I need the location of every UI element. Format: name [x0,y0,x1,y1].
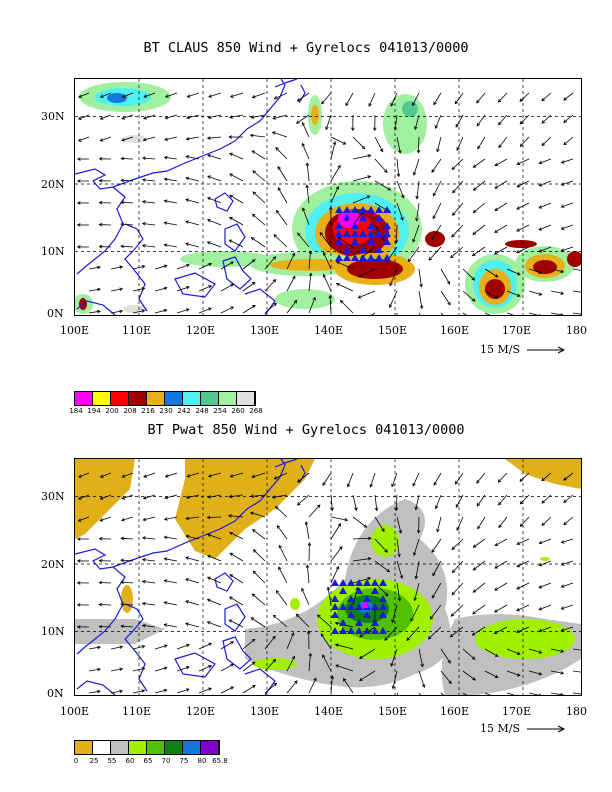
reference-vector-text: 15 M/S [480,343,520,356]
reference-vector-label: 15 M/S [480,343,569,356]
colorbar-label: 65.8 [212,757,228,765]
colorbar-swatch [129,741,147,754]
colorbar-label: 75 [179,757,189,765]
lon-tick-180: 180 [566,324,587,337]
lon-tick-130e: 130E [250,324,280,337]
lat-tick-10n: 10N [41,245,65,258]
colorbar-swatch [219,392,237,405]
lat-tick-30n-2: 30N [41,490,65,503]
pwat-map-canvas [75,459,581,695]
colorbar-label: 80 [197,757,207,765]
panel2-title: BT Pwat 850 Wind + Gyrelocs 041013/0000 [147,422,465,438]
claus-map [74,78,582,316]
colorbar-swatch [93,392,111,405]
lon-tick-170e: 170E [502,324,532,337]
colorbar-swatch [237,392,255,405]
colorbar-label: 242 [177,407,191,415]
lon-tick-140e-2: 140E [314,705,344,718]
reference-vector-arrow-2 [526,725,565,733]
colorbar-label: 268 [249,407,263,415]
wind-vectors-2 [76,472,581,695]
lon-tick-170e-2: 170E [502,705,532,718]
colorbar-label: 208 [123,407,137,415]
lat-tick-20n: 20N [41,178,65,191]
colorbar-label: 65 [143,757,153,765]
colorbar-label: 70 [161,757,171,765]
lat-tick-10n-2: 10N [41,625,65,638]
colorbar-swatch [183,741,201,754]
colorbar-swatch [75,741,93,754]
colorbar-label: 254 [213,407,227,415]
lon-tick-180-2: 180 [566,705,587,718]
coastlines-2 [75,459,306,695]
lat-tick-30n: 30N [41,110,65,123]
colorbar-label: 200 [105,407,119,415]
lat-lon-grid-2 [75,459,581,695]
lat-lon-grid [75,79,581,315]
lon-tick-130e-2: 130E [250,705,280,718]
lon-tick-140e: 140E [314,324,344,337]
lat-tick-20n-2: 20N [41,558,65,571]
gyreloc-markers-2 [331,579,387,634]
colorbar-swatch [75,392,93,405]
colorbar-label: 60 [125,757,135,765]
colorbar-swatch [201,392,219,405]
colorbar-swatch [165,741,183,754]
panel1-title: BT CLAUS 850 Wind + Gyrelocs 041013/0000 [143,40,469,56]
lon-tick-110e-2: 110E [122,705,152,718]
coastlines [75,79,306,315]
lat-tick-0n-2: 0N [47,687,64,700]
lon-tick-150e-2: 150E [378,705,408,718]
colorbar-swatch [111,741,129,754]
lon-tick-150e: 150E [378,324,408,337]
colorbar-swatch [147,392,165,405]
lon-tick-160e-2: 160E [440,705,470,718]
colorbar-label: 184 [69,407,83,415]
pwat-shading [75,459,581,695]
lon-tick-100e: 100E [60,324,90,337]
colorbar-swatch [93,741,111,754]
colorbar-label: 0 [73,757,79,765]
pwat-colorbar-labels: 0 25 55 60 65 70 75 80 65.8 [66,757,266,767]
claus-colorbar-labels: 184 194 200 208 216 230 242 248 254 260 268 [66,407,286,417]
colorbar-swatch [147,741,165,754]
colorbar-swatch [183,392,201,405]
reference-vector-label-2: 15 M/S [480,722,569,735]
claus-colorbar [74,391,256,406]
colorbar-swatch [201,741,219,754]
reference-vector-arrow [526,346,565,354]
colorbar-label: 25 [89,757,99,765]
lon-tick-120e: 120E [186,324,216,337]
colorbar-label: 216 [141,407,155,415]
lon-tick-100e-2: 100E [60,705,90,718]
reference-vector-text-2: 15 M/S [480,722,520,735]
lat-tick-0n: 0N [47,307,64,320]
colorbar-label: 248 [195,407,209,415]
pwat-colorbar [74,740,220,755]
colorbar-label: 55 [107,757,117,765]
colorbar-label: 194 [87,407,101,415]
colorbar-swatch [111,392,129,405]
colorbar-label: 260 [231,407,245,415]
lon-tick-120e-2: 120E [186,705,216,718]
lon-tick-110e: 110E [122,324,152,337]
lon-tick-160e: 160E [440,324,470,337]
gyreloc-markers [335,206,391,261]
wind-vectors [76,92,581,315]
colorbar-swatch [129,392,147,405]
colorbar-label: 230 [159,407,173,415]
pwat-map [74,458,582,696]
colorbar-swatch [165,392,183,405]
claus-map-canvas [75,79,581,315]
